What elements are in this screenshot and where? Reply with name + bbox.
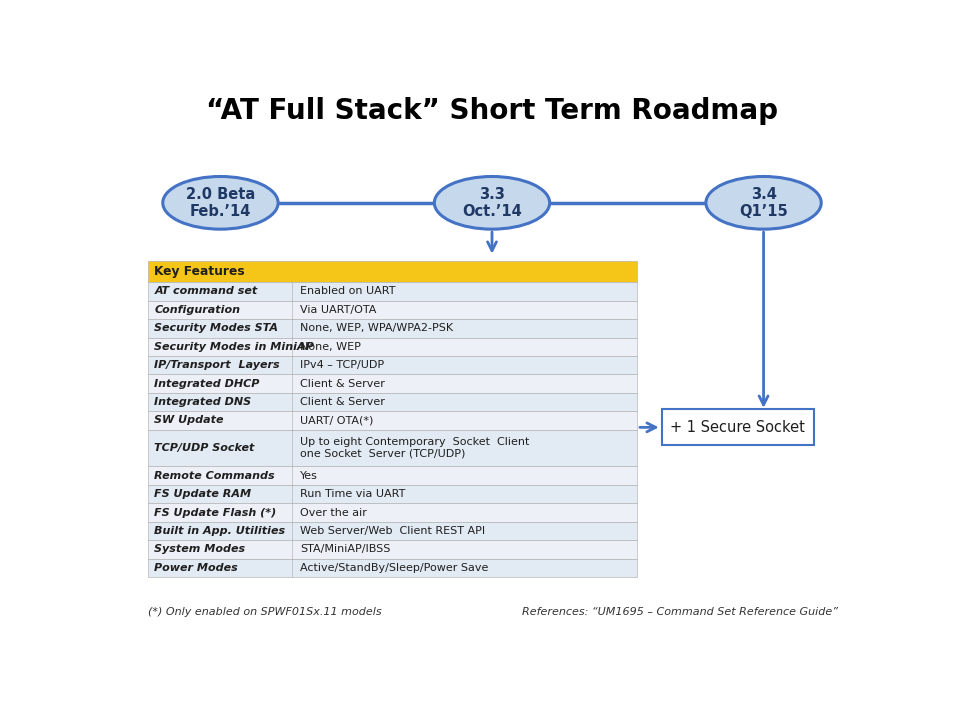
FancyBboxPatch shape — [148, 467, 637, 485]
FancyBboxPatch shape — [148, 301, 637, 319]
Text: Via UART/OTA: Via UART/OTA — [300, 305, 376, 315]
FancyBboxPatch shape — [148, 338, 637, 356]
Text: References: “UM1695 – Command Set Reference Guide”: References: “UM1695 – Command Set Refere… — [522, 607, 838, 617]
FancyBboxPatch shape — [148, 393, 637, 411]
Text: “AT Full Stack” Short Term Roadmap: “AT Full Stack” Short Term Roadmap — [206, 97, 778, 125]
FancyBboxPatch shape — [148, 356, 637, 374]
FancyBboxPatch shape — [148, 540, 637, 559]
Text: Power Modes: Power Modes — [155, 563, 238, 573]
Text: Over the air: Over the air — [300, 508, 367, 518]
Text: 2.0 Beta
Feb.’14: 2.0 Beta Feb.’14 — [186, 186, 255, 219]
Text: STA/MiniAP/IBSS: STA/MiniAP/IBSS — [300, 544, 391, 554]
Text: UART/ OTA(*): UART/ OTA(*) — [300, 415, 373, 426]
Text: System Modes: System Modes — [155, 544, 246, 554]
Text: + 1 Secure Socket: + 1 Secure Socket — [670, 420, 805, 435]
Ellipse shape — [706, 176, 821, 229]
Text: Enabled on UART: Enabled on UART — [300, 287, 396, 297]
Text: (*) Only enabled on SPWF01Sx.11 models: (*) Only enabled on SPWF01Sx.11 models — [148, 607, 382, 617]
Text: 3.4
Q1’15: 3.4 Q1’15 — [739, 186, 788, 219]
FancyBboxPatch shape — [148, 485, 637, 503]
Text: Active/StandBy/Sleep/Power Save: Active/StandBy/Sleep/Power Save — [300, 563, 489, 573]
Text: AT command set: AT command set — [155, 287, 257, 297]
Text: IPv4 – TCP/UDP: IPv4 – TCP/UDP — [300, 360, 384, 370]
FancyBboxPatch shape — [148, 319, 637, 338]
Text: 3.3
Oct.’14: 3.3 Oct.’14 — [462, 186, 522, 219]
Text: FS Update RAM: FS Update RAM — [155, 489, 252, 499]
FancyBboxPatch shape — [148, 522, 637, 540]
Text: None, WEP, WPA/WPA2-PSK: None, WEP, WPA/WPA2-PSK — [300, 323, 453, 333]
Text: FS Update Flash (*): FS Update Flash (*) — [155, 508, 276, 518]
Ellipse shape — [163, 176, 278, 229]
Text: Configuration: Configuration — [155, 305, 240, 315]
Text: Client & Server: Client & Server — [300, 397, 385, 407]
Text: Web Server/Web  Client REST API: Web Server/Web Client REST API — [300, 526, 485, 536]
FancyBboxPatch shape — [148, 282, 637, 301]
FancyBboxPatch shape — [148, 411, 637, 430]
Text: Yes: Yes — [300, 471, 318, 481]
Text: None, WEP: None, WEP — [300, 342, 361, 351]
FancyBboxPatch shape — [148, 559, 637, 577]
Text: TCP/UDP Socket: TCP/UDP Socket — [155, 443, 254, 453]
FancyBboxPatch shape — [148, 261, 637, 282]
FancyBboxPatch shape — [148, 503, 637, 522]
Text: Up to eight Contemporary  Socket  Client
one Socket  Server (TCP/UDP): Up to eight Contemporary Socket Client o… — [300, 437, 529, 459]
Text: Integrated DHCP: Integrated DHCP — [155, 379, 259, 389]
Text: Built in App. Utilities: Built in App. Utilities — [155, 526, 285, 536]
FancyBboxPatch shape — [661, 410, 814, 446]
Text: Remote Commands: Remote Commands — [155, 471, 275, 481]
Text: SW Update: SW Update — [155, 415, 224, 426]
Ellipse shape — [434, 176, 550, 229]
Text: IP/Transport  Layers: IP/Transport Layers — [155, 360, 280, 370]
Text: Key Features: Key Features — [155, 265, 245, 278]
FancyBboxPatch shape — [148, 430, 637, 467]
Text: Security Modes STA: Security Modes STA — [155, 323, 278, 333]
Text: Integrated DNS: Integrated DNS — [155, 397, 252, 407]
Text: Security Modes in MiniAP: Security Modes in MiniAP — [155, 342, 314, 351]
Text: Client & Server: Client & Server — [300, 379, 385, 389]
Text: Run Time via UART: Run Time via UART — [300, 489, 405, 499]
FancyBboxPatch shape — [148, 374, 637, 393]
